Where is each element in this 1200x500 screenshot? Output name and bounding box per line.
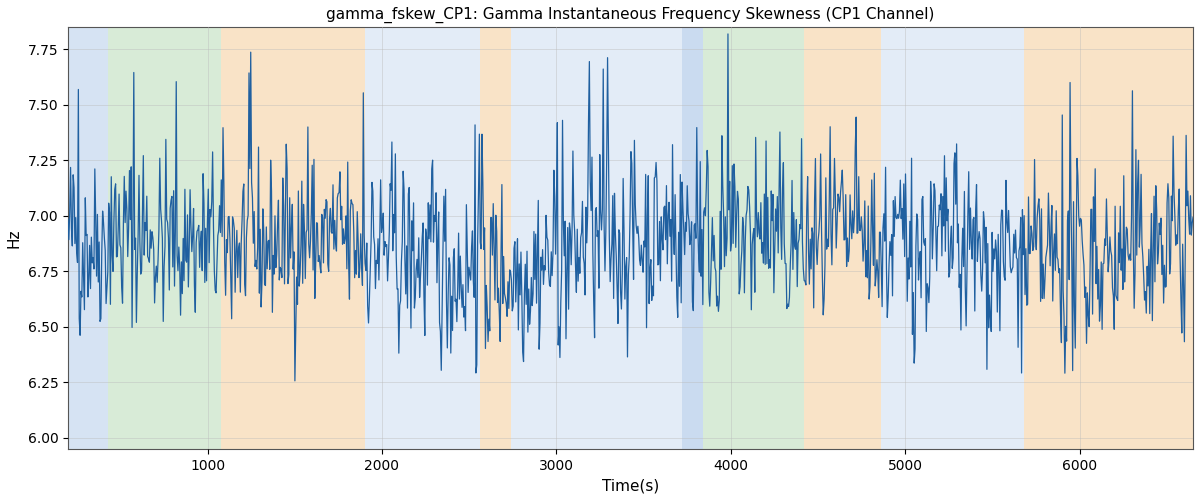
Bar	[682, 28, 703, 449]
Bar	[804, 28, 881, 449]
Bar	[881, 28, 1024, 449]
Bar	[1024, 28, 1193, 449]
Bar	[480, 28, 511, 449]
Bar	[511, 28, 682, 449]
Bar	[365, 28, 480, 449]
Bar	[703, 28, 804, 449]
Title: gamma_fskew_CP1: Gamma Instantaneous Frequency Skewness (CP1 Channel): gamma_fskew_CP1: Gamma Instantaneous Fre…	[326, 7, 935, 23]
Bar	[222, 28, 365, 449]
Y-axis label: Hz: Hz	[7, 228, 22, 248]
X-axis label: Time(s): Time(s)	[602, 478, 659, 493]
Bar	[68, 28, 108, 449]
Bar	[108, 28, 222, 449]
